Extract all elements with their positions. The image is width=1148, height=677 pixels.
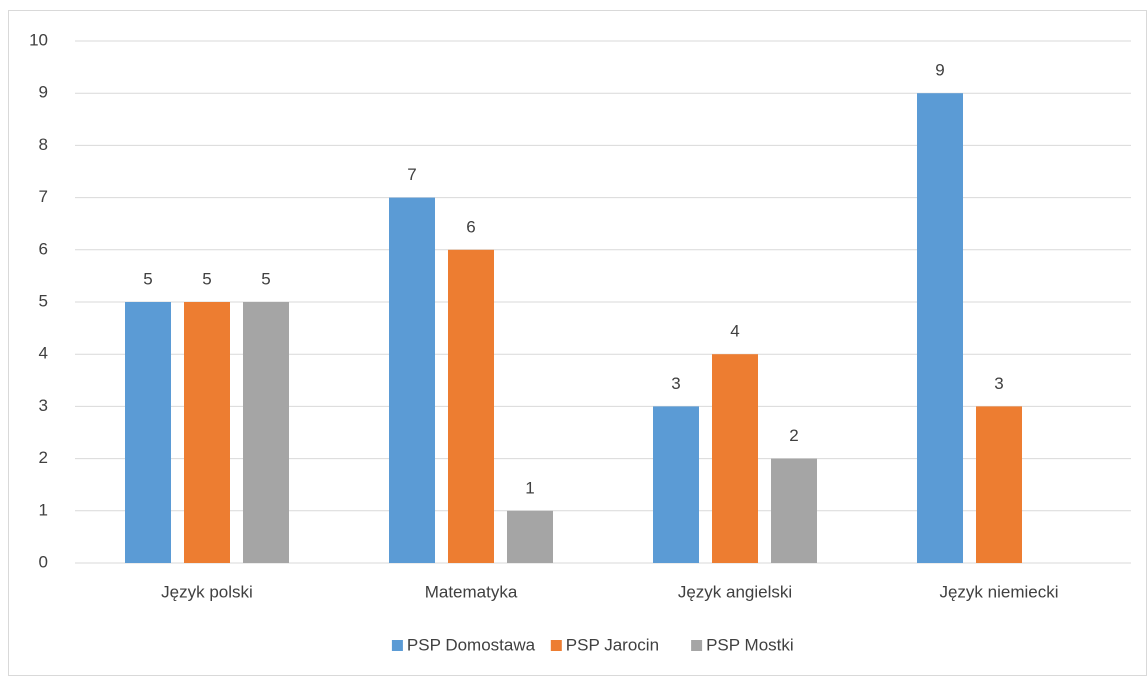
y-tick-label: 2 [39, 448, 48, 467]
bar [184, 302, 230, 563]
data-label: 4 [730, 322, 739, 341]
bar [976, 406, 1022, 563]
data-label: 6 [466, 217, 475, 236]
data-label: 5 [143, 269, 152, 288]
x-tick-label: Język niemiecki [939, 582, 1058, 601]
y-tick-label: 0 [39, 552, 48, 571]
legend-swatch [391, 640, 403, 651]
legend-label: PSP Jarocin [566, 635, 659, 654]
y-tick-label: 8 [39, 135, 48, 154]
bar [243, 302, 289, 563]
legend-label: PSP Mostki [706, 635, 794, 654]
y-tick-label: 5 [39, 291, 48, 310]
x-tick-label: Język angielski [678, 582, 792, 601]
bar [448, 249, 494, 564]
legend-label: PSP Domostawa [407, 635, 536, 654]
data-label: 5 [261, 269, 270, 288]
data-label: 7 [407, 165, 416, 184]
legend-swatch [691, 640, 703, 651]
y-tick-label: 3 [39, 396, 48, 415]
bar [125, 302, 171, 563]
x-tick-label: Język polski [161, 582, 253, 601]
data-label: 2 [789, 426, 798, 445]
bar [389, 197, 435, 563]
y-tick-label: 7 [39, 187, 48, 206]
bar [771, 458, 817, 563]
bar [712, 354, 758, 563]
bar [507, 510, 553, 563]
data-label: 9 [935, 61, 944, 80]
chart-border [8, 10, 1147, 676]
data-label: 5 [202, 269, 211, 288]
data-label: 1 [525, 478, 534, 497]
bar [653, 406, 699, 563]
y-tick-label: 9 [39, 83, 48, 102]
data-label: 3 [994, 374, 1003, 393]
y-tick-label: 4 [39, 344, 48, 363]
data-label: 3 [671, 374, 680, 393]
bar [917, 93, 963, 563]
y-tick-label: 1 [39, 500, 48, 519]
y-tick-label: 6 [39, 239, 48, 258]
legend-swatch [550, 640, 562, 651]
x-tick-label: Matematyka [425, 582, 518, 601]
y-tick-label: 10 [29, 30, 48, 49]
